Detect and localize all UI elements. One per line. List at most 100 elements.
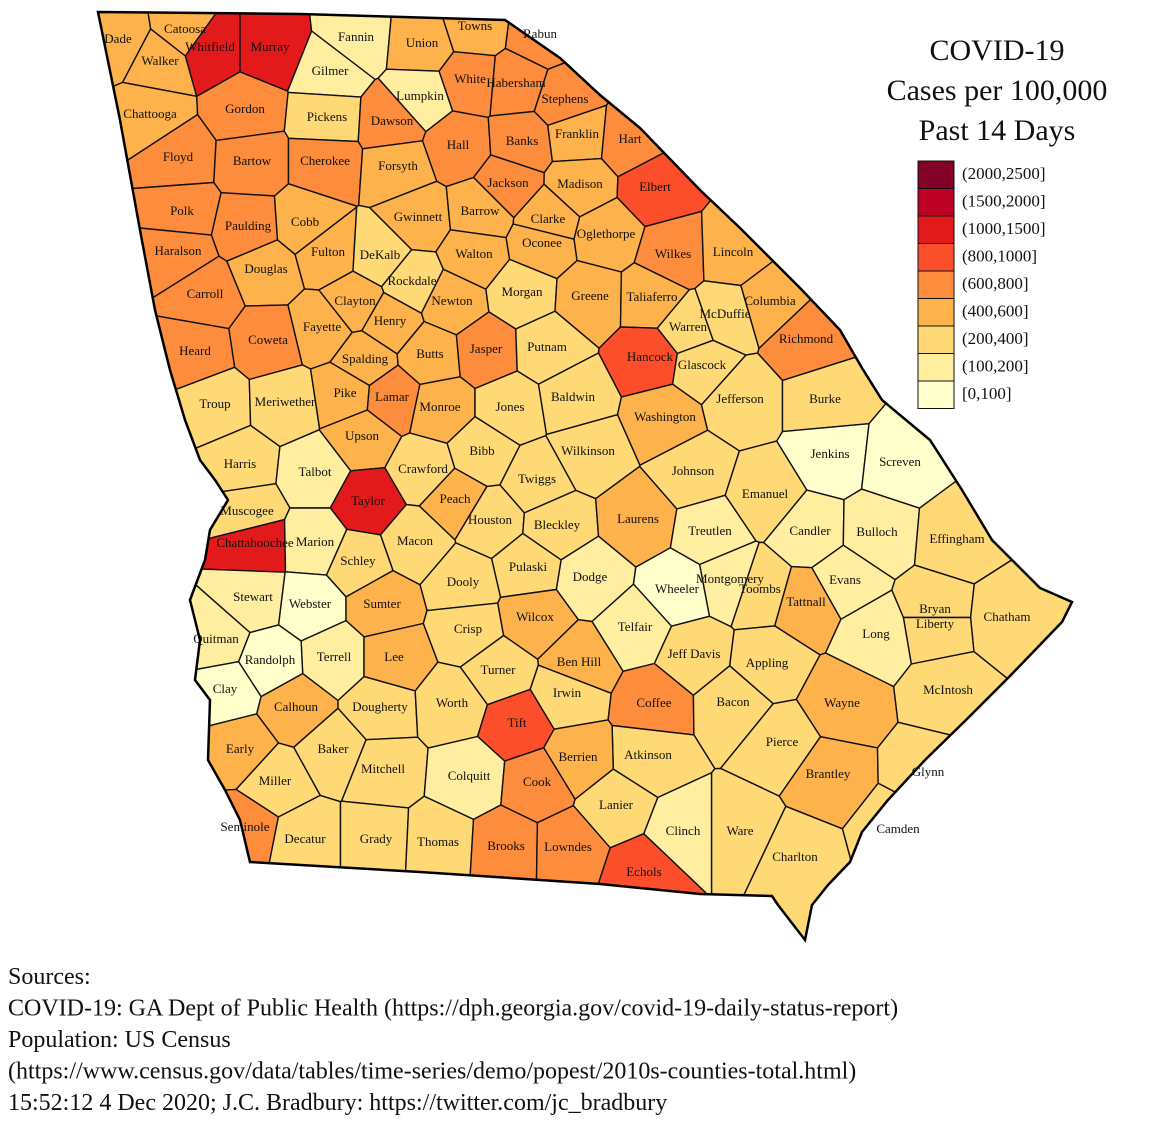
county-label: Upson [345, 428, 379, 443]
county-label: Elbert [639, 179, 671, 194]
sources: Sources: COVID-19: GA Dept of Public Heal… [8, 964, 898, 1116]
county-label: Toombs [739, 581, 781, 596]
county-label: Henry [374, 313, 407, 328]
county-label: Pickens [307, 109, 347, 124]
county-label: Emanuel [742, 486, 789, 501]
county-label: Colquitt [448, 768, 491, 783]
legend-swatch [917, 243, 955, 272]
county-label: Lanier [599, 797, 634, 812]
county-label: Bleckley [534, 517, 581, 532]
county-label: Carroll [187, 286, 224, 301]
county-label: White [454, 71, 486, 86]
legend-swatch [917, 298, 955, 327]
county-label: Calhoun [274, 699, 319, 714]
source-line: 15:52:12 4 Dec 2020; J.C. Bradbury: http… [8, 1090, 667, 1116]
county-label: Stewart [233, 589, 273, 604]
county-label: Floyd [163, 149, 194, 164]
county-label: Burke [809, 391, 841, 406]
county-label: Miller [259, 773, 292, 788]
county-label: Wayne [824, 695, 860, 710]
legend-swatch [917, 270, 955, 299]
county-label: Glascock [678, 357, 727, 372]
county-label: Lowndes [544, 839, 592, 854]
county-label: Greene [571, 288, 609, 303]
county-label: Crawford [398, 461, 448, 476]
county-label: Tift [507, 715, 526, 730]
county-label: Monroe [419, 399, 460, 414]
legend-label: (1500,2000] [962, 191, 1046, 210]
county-label: Fayette [303, 319, 341, 334]
county-label: Berrien [559, 749, 598, 764]
county-label: Gwinnett [394, 209, 443, 224]
county-label: Worth [436, 695, 469, 710]
county-label: Barrow [461, 203, 501, 218]
county-label: Coffee [636, 695, 671, 710]
county-label: Taylor [351, 493, 385, 508]
county-label: Appling [746, 655, 789, 670]
county-label: Taliaferro [626, 289, 677, 304]
county-label: Troup [199, 396, 230, 411]
county-label: Gordon [225, 101, 265, 116]
county-label: Houston [468, 512, 513, 527]
legend-label: (1000,1500] [962, 219, 1046, 238]
legend-label: (100,200] [962, 356, 1029, 375]
county-label: Putnam [527, 339, 567, 354]
county-label: Bacon [716, 694, 750, 709]
title-line: Cases per 100,000 [887, 74, 1108, 107]
county-label: Liberty [916, 616, 955, 631]
county-label: Paulding [225, 218, 272, 233]
county-label: DeKalb [360, 247, 400, 262]
county-label: Chattahoochee [216, 535, 293, 550]
county-label: Murray [251, 39, 290, 54]
county-label: Dooly [447, 574, 480, 589]
county-label: Camden [876, 821, 920, 836]
county-label: Butts [416, 346, 443, 361]
county-label: Tattnall [786, 594, 826, 609]
county-label: Jeff Davis [668, 646, 721, 661]
county-label: Wheeler [655, 581, 700, 596]
county-label: Gilmer [312, 63, 349, 78]
county-label: Stephens [542, 91, 589, 106]
county-label: Lamar [375, 389, 410, 404]
county-label: Talbot [298, 464, 331, 479]
county-label: Jenkins [811, 446, 850, 461]
county-label: Clayton [334, 293, 376, 308]
county-label: Rabun [523, 26, 557, 41]
county-label: Glynn [912, 764, 945, 779]
county-label: Lincoln [713, 244, 754, 259]
legend-label: (600,800] [962, 274, 1029, 293]
county-label: Terrell [317, 649, 352, 664]
county-label: Turner [481, 662, 517, 677]
county-label: Baldwin [551, 389, 596, 404]
county-label: Early [226, 741, 255, 756]
county-label: Morgan [502, 284, 543, 299]
county-label: Fulton [311, 244, 345, 259]
county-label: Douglas [244, 261, 287, 276]
county-label: Evans [829, 572, 861, 587]
county-label: Dawson [371, 113, 414, 128]
legend-swatch [917, 353, 955, 382]
county-label: Crisp [454, 621, 482, 636]
county-label: Schley [340, 553, 376, 568]
county-label: Newton [431, 293, 473, 308]
county-label: Long [862, 626, 890, 641]
county-label: Pike [333, 385, 356, 400]
county-label: Macon [397, 533, 434, 548]
county-label: Lee [384, 649, 404, 664]
county-label: Seminole [220, 819, 269, 834]
county-label: Haralson [155, 243, 202, 258]
county-label: Twiggs [518, 471, 556, 486]
county-label: Screven [879, 454, 921, 469]
county-label: Habersham [486, 75, 545, 90]
county-label: Jasper [470, 341, 503, 356]
county-label: Johnson [672, 463, 715, 478]
county-label: Polk [170, 203, 194, 218]
legend-swatch [917, 215, 955, 244]
county-label: Ben Hill [557, 654, 602, 669]
county-label: Cherokee [300, 153, 350, 168]
county-label: Dade [104, 31, 132, 46]
legend-label: (800,1000] [962, 246, 1037, 265]
county-label: Forsyth [378, 158, 418, 173]
county-label: Clarke [531, 211, 566, 226]
